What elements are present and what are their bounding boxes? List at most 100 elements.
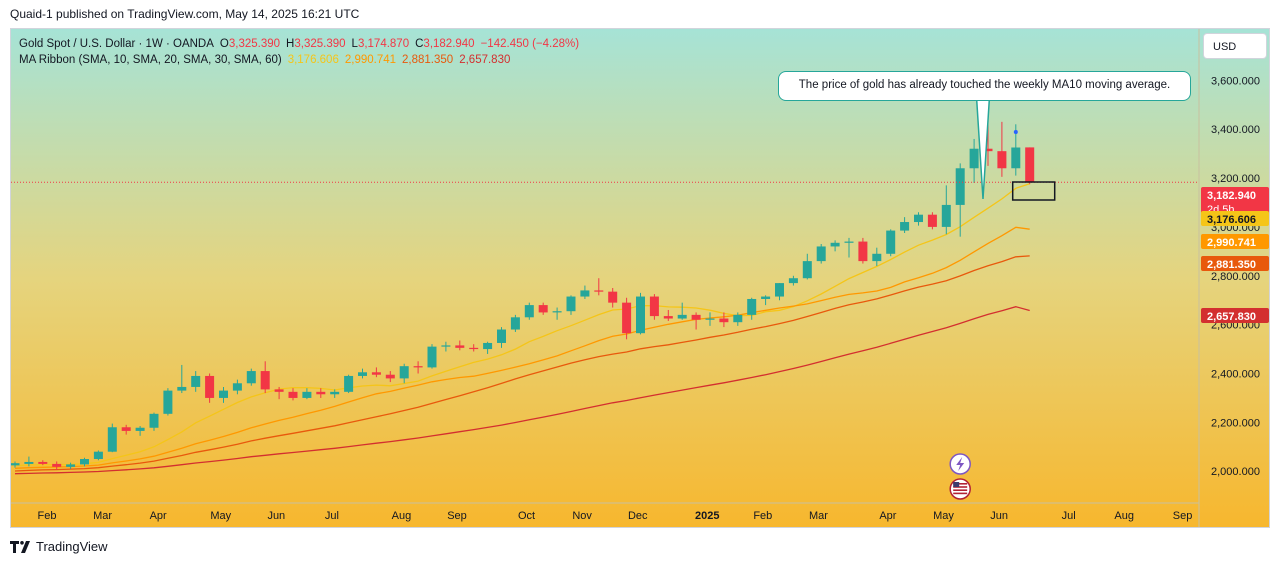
candle-body	[177, 386, 187, 391]
time-tick-label: Mar	[809, 510, 828, 522]
flag-canton	[953, 482, 960, 487]
candle-body	[844, 241, 854, 243]
candle-body	[622, 302, 632, 334]
candle-body	[719, 318, 729, 323]
tradingview-logo[interactable]: TradingView	[10, 539, 108, 554]
ohlc-close-value: 3,182.940	[423, 38, 475, 50]
currency-button[interactable]: USD	[1203, 33, 1267, 59]
candle-body	[24, 461, 34, 464]
annotation-callout[interactable]: The price of gold has already touched th…	[778, 71, 1191, 101]
candle-body	[663, 316, 673, 319]
candle-body	[927, 214, 937, 227]
candle-body	[135, 427, 145, 431]
price-tick-label: 2,000.000	[1211, 466, 1260, 478]
price-label-box	[1201, 187, 1269, 217]
candle-body	[941, 204, 951, 227]
candle-body	[830, 242, 840, 247]
candle-body	[955, 168, 965, 205]
time-tick-label: Feb	[37, 510, 56, 522]
candle-body	[538, 305, 548, 313]
candle-body	[733, 314, 743, 323]
candle-body	[552, 311, 562, 313]
candle-body	[497, 329, 506, 343]
publish-attribution: Quaid-1 published on TradingView.com, Ma…	[10, 7, 360, 21]
candle-body	[205, 375, 215, 398]
price-tick-label: 2,200.000	[1211, 417, 1260, 429]
ma60-value: 2,657.830	[459, 54, 511, 66]
time-tick-label: Nov	[572, 510, 592, 522]
candle-body	[163, 390, 173, 414]
candle-body	[608, 291, 618, 303]
chart-frame[interactable]: 2,000.000 2,200.000 2,400.000 2,600.000 2,80…	[10, 28, 1270, 528]
candle-body	[900, 222, 910, 231]
candle-body	[399, 366, 409, 379]
candle-body	[232, 383, 242, 391]
candle-body	[469, 347, 479, 350]
candle-body	[816, 246, 826, 262]
ohlc-open-label: O	[219, 38, 229, 50]
candle-body	[872, 253, 882, 262]
highlight-box	[1011, 181, 1056, 201]
candle-body	[52, 463, 62, 467]
candle-body	[316, 391, 326, 395]
candle-body	[788, 278, 798, 284]
ohlc-open-value: 3,325.390	[228, 38, 281, 50]
time-axis[interactable]: Feb Mar Apr May Jun Jul Aug Sep Oct Nov Dec 2025 Feb…	[37, 510, 1192, 522]
candle-body	[371, 372, 381, 375]
candle-body	[260, 371, 270, 390]
candle-body	[11, 463, 20, 466]
time-tick-label: Dec	[628, 510, 648, 522]
ohlc-high-label: H	[286, 38, 295, 50]
price-tick-label: 2,400.000	[1211, 369, 1260, 381]
ma10-value: 3,176.606	[287, 54, 339, 66]
candle-body	[914, 214, 923, 223]
candle-body	[761, 296, 771, 299]
price-tick-label: 2,800.000	[1211, 271, 1260, 283]
time-tick-label: Feb	[753, 510, 772, 522]
price-label-text: 3,176.606	[1207, 214, 1256, 226]
candle-body	[121, 427, 131, 431]
time-tick-label: Aug	[392, 510, 412, 522]
price-label-text: 3,182.940	[1207, 190, 1256, 202]
ohlc-close-label: C	[415, 38, 424, 50]
flag-stripe	[953, 483, 968, 485]
chart-background	[11, 29, 1269, 527]
candle-body	[358, 372, 367, 376]
price-change: −142.450 (−4.28%)	[480, 38, 580, 50]
ma-ribbon-layer	[14, 183, 1030, 475]
candle-body	[677, 314, 687, 319]
price-tick-label: 3,200.000	[1211, 173, 1260, 185]
candle-body	[858, 241, 868, 262]
ohlc-high-value: 3,325.390	[294, 38, 346, 50]
candle-body	[149, 413, 159, 428]
candle-body	[636, 296, 645, 334]
price-axis[interactable]: 2,000.0002,200.0002,400.0002,600.0002,80…	[1211, 75, 1260, 478]
candle-body	[455, 345, 465, 348]
time-tick-label: Jun	[267, 510, 285, 522]
annotation-overlay	[11, 71, 1199, 500]
price-tick-label: 3,600.000	[1211, 75, 1260, 87]
time-tick-label: Apr	[879, 510, 896, 522]
candle-body	[802, 261, 812, 279]
candle-body	[510, 317, 520, 330]
ma-line-sma-30	[14, 255, 1030, 472]
candle-body	[775, 283, 784, 297]
candle-body	[594, 290, 604, 292]
price-label-text: 2,881.350	[1207, 259, 1256, 271]
price-label-box	[1201, 256, 1269, 271]
price-label-box	[1201, 308, 1269, 323]
ma20-value: 2,990.741	[344, 54, 397, 66]
candle-body	[983, 148, 993, 152]
candle-body	[1011, 147, 1021, 169]
chart-legend: Gold Spot / U.S. Dollar · 1W · OANDA O3,3…	[19, 36, 579, 68]
ma-ribbon-label: MA Ribbon (SMA, 10, SMA, 20, SMA, 30, SM…	[19, 54, 282, 66]
candle-body	[330, 391, 340, 395]
candle-body	[566, 296, 576, 312]
candle-body	[649, 296, 659, 317]
candle-body	[483, 342, 493, 350]
candle-body	[427, 346, 437, 368]
price-chart[interactable]: 2,000.0002,200.0002,400.0002,600.0002,80…	[11, 29, 1269, 527]
candle-body	[246, 371, 256, 384]
time-tick-label: Oct	[518, 510, 535, 522]
time-tick-label: Sep	[1173, 510, 1193, 522]
